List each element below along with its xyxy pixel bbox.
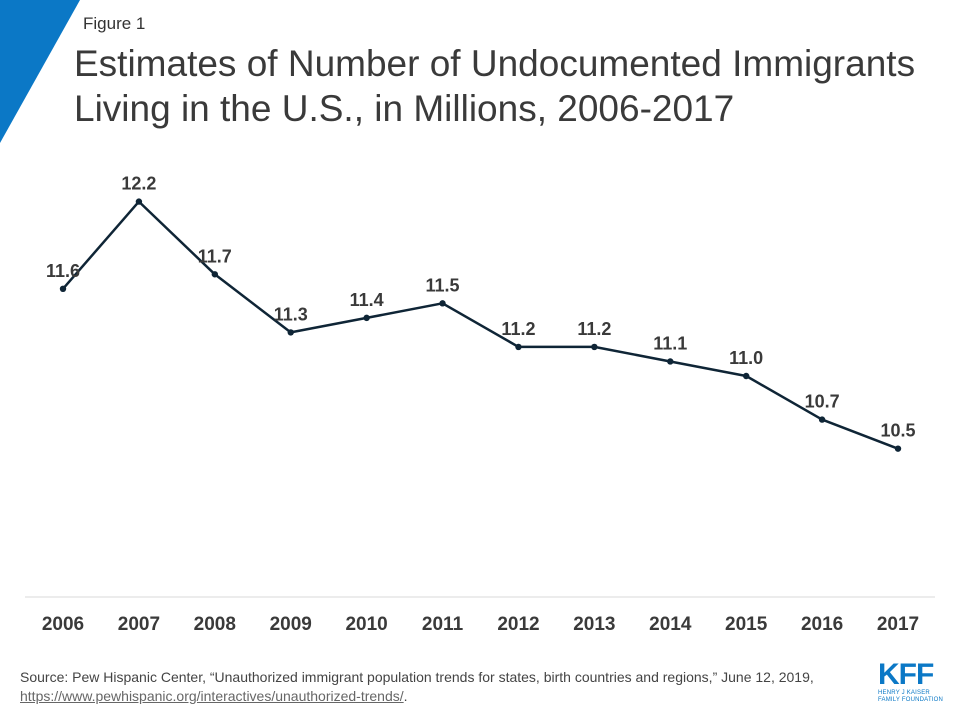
x-tick-label-2009: 2009 [270, 614, 312, 635]
data-point-2014 [667, 358, 674, 365]
x-tick-label-2011: 2011 [422, 614, 464, 635]
logo-line-2: FAMILY FOUNDATION [878, 697, 944, 703]
data-point-2015 [742, 372, 750, 380]
corner-accent-triangle [0, 0, 80, 143]
kff-logo: KFF HENRY J KAISER FAMILY FOUNDATION [878, 660, 948, 710]
x-tick-label-2012: 2012 [497, 614, 539, 635]
data-label-2016: 10.7 [805, 392, 840, 412]
logo-line-1: HENRY J KAISER [878, 690, 930, 696]
source-link[interactable]: https://www.pewhispanic.org/interactives… [20, 688, 404, 704]
x-tick-label-2013: 2013 [573, 614, 615, 635]
x-tick-label-2015: 2015 [725, 614, 768, 635]
data-points [59, 198, 902, 452]
data-label-2014: 11.1 [653, 333, 687, 353]
data-point-2008 [211, 271, 219, 278]
x-tick-labels: 2006 2007 2008 2009 2010 2011 2012 2013 2014 2015… [42, 614, 919, 635]
x-tick-label-2014: 2014 [649, 614, 692, 635]
data-label-2010: 11.4 [350, 290, 384, 310]
data-label-2007: 12.2 [121, 174, 156, 194]
series-line [62, 200, 899, 450]
data-label-2013: 11.2 [577, 319, 611, 339]
x-tick-label-2010: 2010 [345, 614, 387, 635]
data-point-2013 [591, 343, 598, 351]
data-point-2007 [135, 198, 143, 205]
data-point-2010 [363, 314, 370, 322]
source-note: Source: Pew Hispanic Center, “Unauthoriz… [20, 668, 860, 706]
data-labels: 11.6 12.2 11.7 11.3 11.4 11.5 11.2 11.2 11.1 11.0… [46, 174, 916, 441]
data-label-2009: 11.3 [274, 304, 308, 324]
data-point-2016 [818, 416, 826, 423]
chart-title: Estimates of Number of Undocumented Immi… [74, 43, 916, 129]
data-point-2012 [515, 343, 522, 351]
source-suffix: . [403, 688, 408, 704]
data-label-2008: 11.7 [198, 246, 232, 266]
x-tick-label-2017: 2017 [877, 614, 919, 635]
data-label-2017: 10.5 [880, 421, 915, 441]
logo-letters: KFF [878, 658, 934, 691]
data-label-2015: 11.0 [729, 348, 763, 368]
data-label-2006: 11.6 [46, 261, 80, 281]
x-tick-label-2006: 2006 [42, 614, 84, 635]
data-label-2012: 11.2 [501, 319, 535, 339]
data-point-2009 [287, 329, 294, 336]
x-tick-label-2008: 2008 [194, 614, 236, 635]
data-point-2017 [894, 445, 902, 452]
data-point-2011 [439, 300, 446, 307]
x-tick-label-2007: 2007 [118, 614, 160, 635]
source-text: Source: Pew Hispanic Center, “Unauthoriz… [20, 669, 814, 685]
x-tick-label-2016: 2016 [801, 614, 843, 635]
figure-label: Figure 1 [83, 14, 146, 33]
data-point-2006 [59, 285, 67, 292]
data-label-2011: 11.5 [426, 275, 460, 295]
